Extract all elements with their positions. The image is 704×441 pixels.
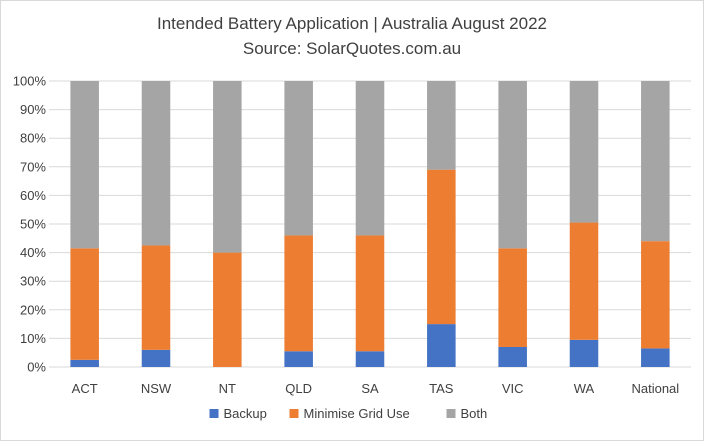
- bar-minimise-grid-use-qld: [284, 235, 313, 352]
- x-tick-label: TAS: [429, 381, 454, 396]
- bar-minimise-grid-use-tas: [427, 169, 456, 325]
- x-axis-ticks: ACT NSW NT QLD SA TAS VIC WA National: [72, 381, 680, 396]
- bar-both-wa: [569, 81, 599, 223]
- legend-swatch-both: [446, 409, 456, 418]
- bar-both-act: [70, 81, 99, 249]
- bar-minimise-grid-use-wa: [569, 222, 599, 340]
- bar-backup-qld: [284, 351, 313, 367]
- x-tick-label: QLD: [285, 381, 312, 396]
- bar-backup-sa: [355, 351, 385, 367]
- y-tick-label: 100%: [13, 74, 47, 89]
- chart-title: Intended Battery Application | Australia…: [157, 14, 547, 33]
- y-tick-label: 10%: [20, 331, 46, 346]
- bar-backup-vic: [498, 346, 527, 367]
- bar-backup-tas: [427, 324, 456, 367]
- bar-backup-national: [641, 348, 670, 367]
- bars: [70, 81, 670, 367]
- bar-both-qld: [284, 81, 313, 236]
- bar-both-tas: [427, 81, 456, 170]
- y-tick-label: 40%: [20, 245, 46, 260]
- bar-backup-nsw: [141, 349, 171, 367]
- legend-label: Backup: [224, 406, 267, 421]
- x-tick-label: VIC: [502, 381, 524, 396]
- bar-backup-wa: [569, 339, 599, 367]
- legend-label: Both: [461, 406, 488, 421]
- y-tick-label: 90%: [20, 102, 46, 117]
- bar-both-national: [641, 81, 670, 242]
- legend-swatch-minimise-grid-use: [289, 409, 299, 418]
- y-tick-label: 0%: [27, 360, 46, 375]
- x-tick-label: ACT: [72, 381, 98, 396]
- legend-swatch-backup: [209, 409, 219, 418]
- bar-minimise-grid-use-nsw: [141, 245, 171, 350]
- y-tick-label: 60%: [20, 188, 46, 203]
- bar-both-nsw: [141, 81, 171, 246]
- bar-both-nt: [213, 81, 242, 253]
- legend-label: Minimise Grid Use: [304, 406, 410, 421]
- y-tick-label: 20%: [20, 302, 46, 317]
- bar-minimise-grid-use-national: [641, 241, 670, 349]
- chart-subtitle: Source: SolarQuotes.com.au: [243, 39, 461, 58]
- bar-minimise-grid-use-sa: [355, 235, 385, 352]
- y-tick-label: 30%: [20, 274, 46, 289]
- y-tick-label: 70%: [20, 159, 46, 174]
- bar-backup-act: [70, 359, 99, 367]
- x-tick-label: National: [631, 381, 679, 396]
- x-tick-label: NT: [219, 381, 236, 396]
- x-tick-label: WA: [574, 381, 595, 396]
- x-tick-label: SA: [361, 381, 379, 396]
- legend: Backup Minimise Grid Use Both: [209, 406, 488, 421]
- bar-both-sa: [355, 81, 385, 236]
- bar-minimise-grid-use-act: [70, 248, 99, 360]
- y-axis-ticks: 0% 10% 20% 30% 40% 50% 60% 70% 80% 90% 100%: [13, 74, 47, 375]
- y-tick-label: 50%: [20, 217, 46, 232]
- x-tick-label: NSW: [141, 381, 172, 396]
- y-tick-label: 80%: [20, 131, 46, 146]
- bar-minimise-grid-use-vic: [498, 248, 527, 347]
- bar-minimise-grid-use-nt: [213, 252, 242, 367]
- bar-both-vic: [498, 81, 527, 249]
